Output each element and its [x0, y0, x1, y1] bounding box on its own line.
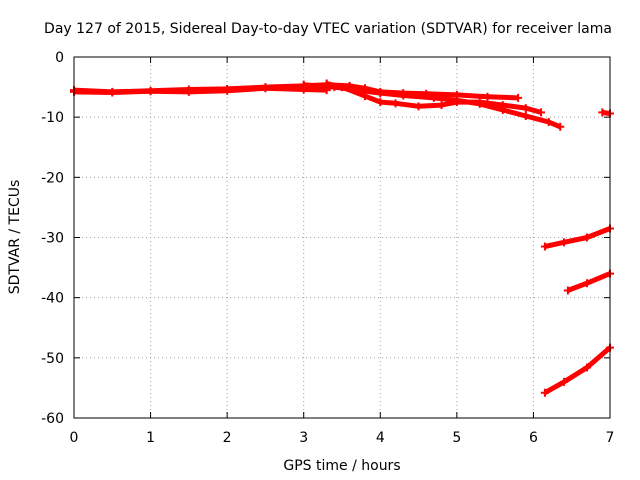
y-tick-label: -10 — [41, 110, 64, 126]
data-series-line — [567, 271, 611, 293]
data-point — [598, 108, 607, 117]
x-tick-label: 0 — [70, 430, 79, 446]
data-point — [556, 122, 565, 131]
x-tick-label: 6 — [529, 430, 538, 446]
x-tick-label: 7 — [606, 430, 615, 446]
data-point — [261, 84, 270, 93]
y-tick-label: 0 — [55, 50, 64, 66]
plot-area — [70, 79, 614, 397]
x-axis-label: GPS time / hours — [283, 458, 400, 474]
data-point — [498, 105, 507, 114]
data-point — [560, 238, 569, 247]
data-point — [583, 279, 592, 288]
data-series-line — [543, 345, 612, 395]
data-point — [514, 93, 523, 102]
data-point — [353, 86, 362, 95]
y-tick-label: -30 — [41, 231, 64, 247]
data-point — [108, 88, 117, 97]
data-point — [429, 93, 438, 102]
x-tick-label: 4 — [376, 430, 385, 446]
data-point — [563, 286, 572, 295]
y-tick-label: -60 — [41, 411, 64, 427]
data-point — [299, 80, 308, 89]
y-tick-label: -20 — [41, 170, 64, 186]
data-point — [399, 91, 408, 100]
data-point — [521, 104, 530, 113]
data-point — [544, 117, 553, 126]
data-point — [146, 87, 155, 96]
data-point — [437, 101, 446, 110]
data-series-line — [544, 226, 611, 249]
data-point — [483, 92, 492, 101]
data-point — [184, 87, 193, 96]
data-series-line — [73, 85, 327, 95]
x-tick-label: 2 — [223, 430, 232, 446]
data-point — [414, 102, 423, 111]
data-point — [376, 98, 385, 107]
y-tick-label: -50 — [41, 351, 64, 367]
data-point — [540, 242, 549, 251]
y-tick-label: -40 — [41, 291, 64, 307]
data-point — [537, 108, 546, 117]
data-point — [475, 99, 484, 108]
data-point — [376, 89, 385, 98]
data-point — [330, 83, 339, 92]
data-point — [583, 363, 592, 372]
x-tick-label: 3 — [299, 430, 308, 446]
data-point — [560, 377, 569, 386]
data-point — [223, 86, 232, 95]
data-point — [540, 388, 549, 397]
data-point — [521, 111, 530, 120]
data-point — [452, 96, 461, 105]
x-tick-label: 1 — [146, 430, 155, 446]
y-axis-label: SDTVAR / TECUs — [7, 180, 23, 295]
axes: 0 1 2 3 4 5 6 7 0 -10 -20 -30 -40 -50 -60 — [41, 50, 614, 446]
data-point — [583, 233, 592, 242]
data-point — [391, 99, 400, 108]
x-tick-label: 5 — [452, 430, 461, 446]
chart-title: Day 127 of 2015, Sidereal Day-to-day VTE… — [44, 21, 612, 37]
